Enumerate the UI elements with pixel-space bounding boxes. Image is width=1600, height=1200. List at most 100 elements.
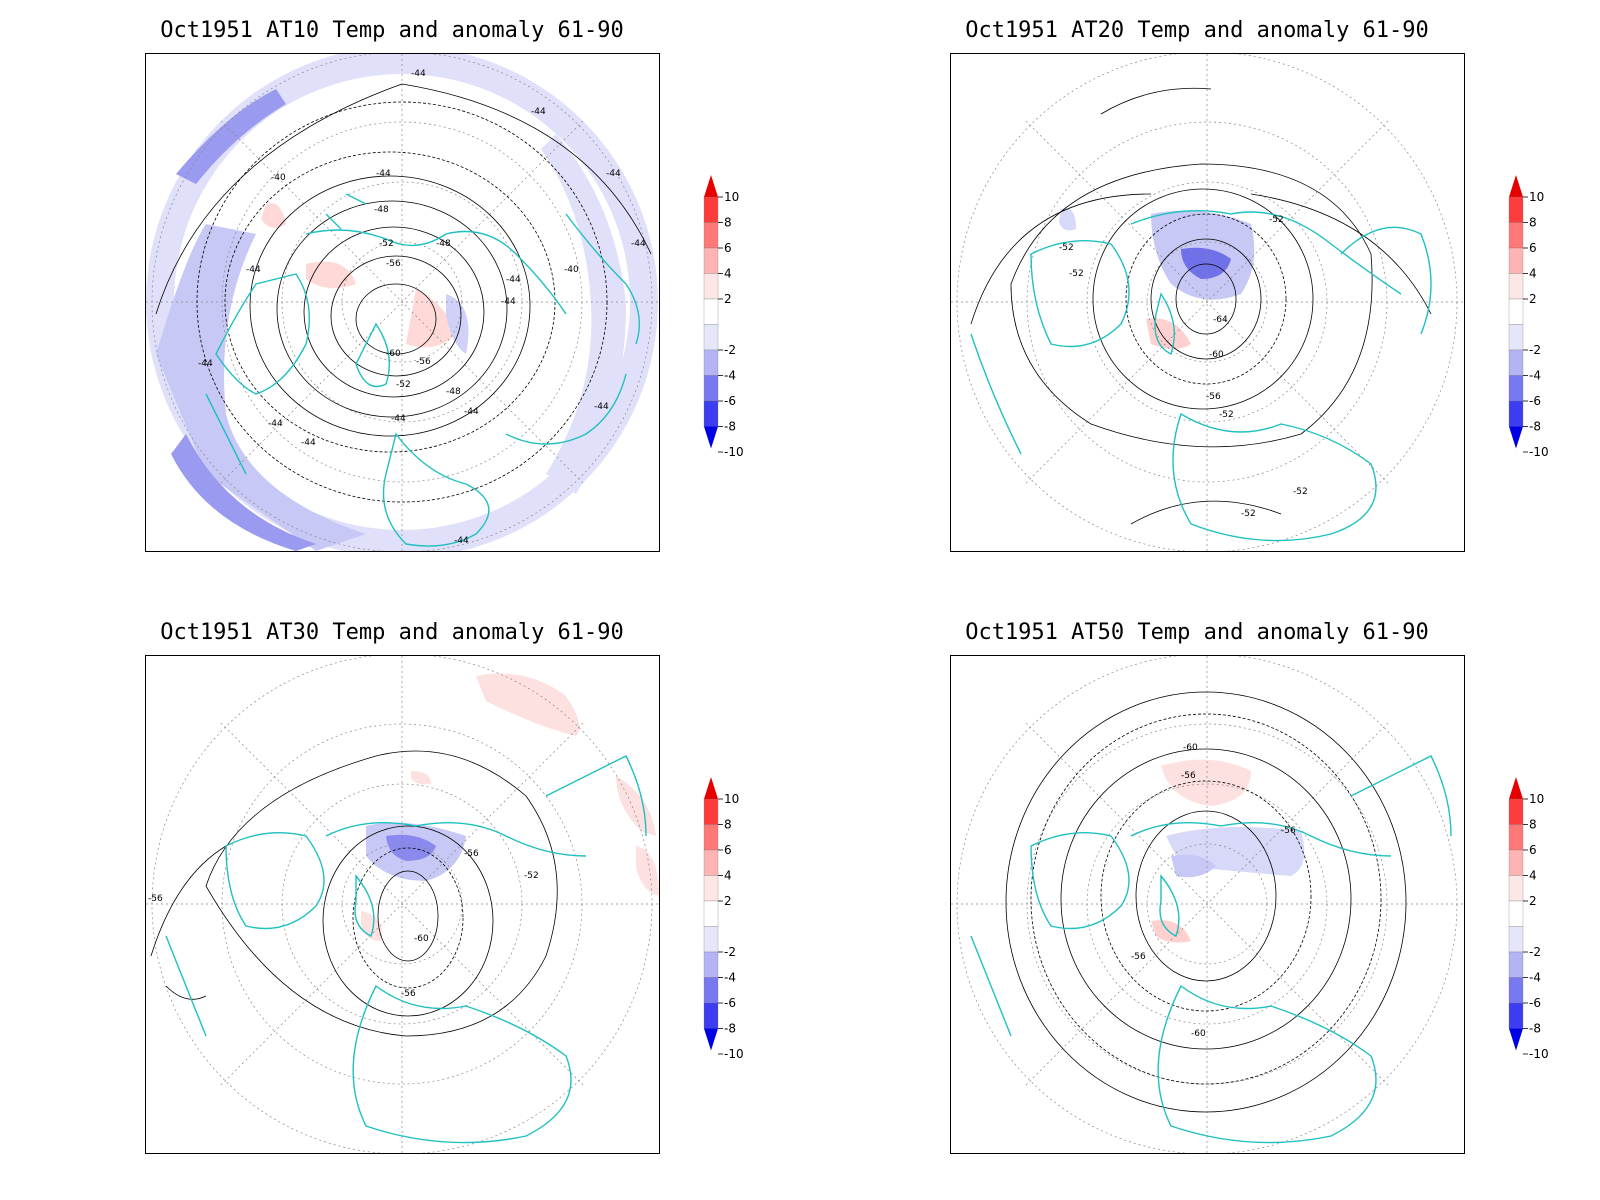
- colorbar-label: -4: [724, 971, 736, 985]
- colorbar-segment: [703, 849, 719, 876]
- colorbar-label: -2: [724, 343, 736, 357]
- anomaly-patch: [636, 846, 659, 896]
- colorbar-segment: [1508, 900, 1524, 927]
- colorbar-label: -6: [724, 394, 736, 408]
- anomaly-patch: [1171, 854, 1216, 878]
- anomaly-patch: [176, 89, 286, 184]
- colorbar-label: -6: [724, 996, 736, 1010]
- anomaly-patch: [476, 673, 580, 736]
- panel-title: Oct1951 AT20 Temp and anomaly 61-90: [965, 18, 1429, 43]
- colorbar-label: 6: [724, 843, 732, 857]
- colorbar-segment: [1508, 298, 1524, 325]
- colorbar: 10 8 6 4 2 -2 -4 -6 -8 -10: [703, 777, 744, 1061]
- anomaly-patch: [1161, 759, 1251, 806]
- anomaly-patch: [171, 434, 316, 551]
- colorbar-segment: [703, 247, 719, 274]
- colorbar-segment: [703, 222, 719, 249]
- contour-label: -52: [1241, 509, 1256, 519]
- colorbar-label: -2: [1529, 343, 1541, 357]
- colorbar-label: 4: [1529, 267, 1537, 281]
- contour-label: -52: [1269, 215, 1284, 225]
- colorbar-segment: [703, 196, 719, 223]
- contour-label: -60: [1191, 1029, 1206, 1039]
- colorbar-segment: [703, 951, 719, 978]
- contour-label: -44: [454, 536, 469, 546]
- anomaly-patch: [411, 771, 431, 785]
- contour-label: -44: [391, 414, 406, 424]
- anomaly-patch: [156, 224, 366, 551]
- colorbar-label: -8: [1529, 420, 1541, 434]
- colorbar-segment: [703, 375, 719, 402]
- colorbar-segment: [1508, 849, 1524, 876]
- colorbar-segment: [1508, 798, 1524, 825]
- contour-label: -56: [401, 989, 416, 999]
- colorbar-label: 4: [724, 267, 732, 281]
- panel-title: Oct1951 AT10 Temp and anomaly 61-90: [160, 18, 624, 43]
- contour-label: -48: [436, 239, 451, 249]
- colorbar-label: 2: [1529, 292, 1537, 306]
- coastlines: [970, 755, 1452, 1144]
- colorbar-segment: [1508, 247, 1524, 274]
- colorbar-arrow-top: [1509, 777, 1523, 799]
- contour-label: -40: [564, 265, 579, 275]
- contour-label: -60: [386, 349, 401, 359]
- anomaly-patch: [1146, 318, 1191, 349]
- contour-label: -56: [416, 357, 431, 367]
- contour-label: -40: [271, 173, 286, 183]
- contour-label: -44: [501, 297, 516, 307]
- coastlines: [205, 193, 641, 547]
- panel-title: Oct1951 AT30 Temp and anomaly 61-90: [160, 620, 624, 645]
- colorbar-label: 4: [1529, 869, 1537, 883]
- colorbar-label: 2: [724, 292, 732, 306]
- contour-label: -44: [631, 239, 646, 249]
- contour-label: -44: [268, 419, 283, 429]
- contour-label: -56: [1181, 771, 1196, 781]
- contour-label: -56: [1281, 826, 1296, 836]
- colorbar-segment: [1508, 926, 1524, 953]
- temperature-contours: [1005, 691, 1407, 1113]
- colorbar-segment: [1508, 875, 1524, 902]
- colorbar-segment: [1508, 324, 1524, 351]
- colorbar-label: 6: [724, 241, 732, 255]
- lat-grid: [951, 54, 1464, 551]
- temperature-contours: [150, 750, 558, 1037]
- anomaly-patch: [261, 203, 286, 228]
- colorbar-segment: [1508, 349, 1524, 376]
- panel-title: Oct1951 AT50 Temp and anomaly 61-90: [965, 620, 1429, 645]
- anomaly-patch: [306, 261, 356, 288]
- contour-label: -52: [1293, 487, 1308, 497]
- colorbar-arrow-bottom: [1509, 426, 1523, 449]
- contour-label: -44: [246, 265, 261, 275]
- colorbar-segment: [1508, 951, 1524, 978]
- contour-label: -44: [594, 402, 609, 412]
- contour-label: -52: [524, 871, 539, 881]
- contour-label: -44: [301, 438, 316, 448]
- colorbar-label: 8: [724, 818, 732, 832]
- contour-labels: -56 -52 -60 -56 -56: [148, 849, 539, 999]
- colorbar-arrow-top: [704, 777, 718, 799]
- colorbar-segment: [703, 349, 719, 376]
- colorbar-arrow-bottom: [1509, 1028, 1523, 1051]
- contour-label: -44: [606, 169, 621, 179]
- colorbar-label: -4: [1529, 971, 1541, 985]
- lat-grid: [951, 656, 1464, 1153]
- contour-label: -56: [148, 894, 163, 904]
- colorbar-label: 8: [724, 216, 732, 230]
- colorbar-segment: [703, 977, 719, 1004]
- colorbar-arrow-top: [704, 175, 718, 197]
- contour-labels: -60 -56 -56 -56 -60: [1131, 743, 1296, 1039]
- temperature-contours: [970, 87, 1432, 525]
- colorbar-label: -6: [1529, 394, 1541, 408]
- colorbar-segment: [703, 273, 719, 300]
- contour-label: -52: [1069, 269, 1084, 279]
- contour-label: -44: [531, 107, 546, 117]
- colorbar-label: -8: [1529, 1022, 1541, 1036]
- colorbar-segment: [1508, 273, 1524, 300]
- contour-labels: -44 -44 -44 -40 -44 -44 -48 -48 -52 -56 …: [198, 69, 646, 546]
- coastlines: [165, 755, 647, 1144]
- colorbar: 10 8 6 4 2 -2 -4 -6 -8 -10: [1508, 777, 1549, 1061]
- contour-label: -60: [1209, 350, 1224, 360]
- contour-label: -52: [1219, 410, 1234, 420]
- anomaly-patch: [446, 294, 469, 354]
- map-svg-at30: -56 -52 -60 -56 -56: [146, 656, 659, 1153]
